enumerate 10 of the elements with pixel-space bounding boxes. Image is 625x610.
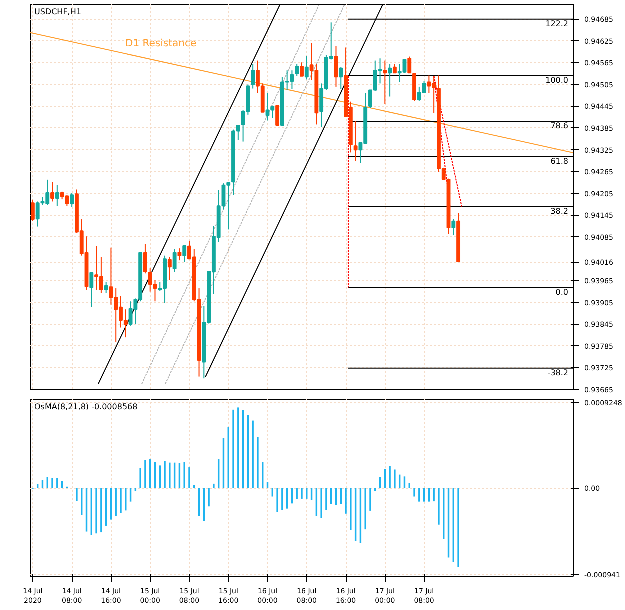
chart-title: OsMA(8,21,8) -0.0008568 [34,402,138,412]
legend-label: 100.0 [546,76,569,86]
series-label: 61.8 [550,157,568,166]
legend-label: 78.6 [550,121,568,130]
chart-title: USDCHF,H1 [34,8,82,16]
series-label: 0.0 [556,288,569,297]
legend-label: 122.2 [546,19,569,28]
annotation: D1 Resistance [126,38,197,50]
legend-label: 38.2 [550,206,568,216]
legend-label: -38.2 [548,368,569,378]
